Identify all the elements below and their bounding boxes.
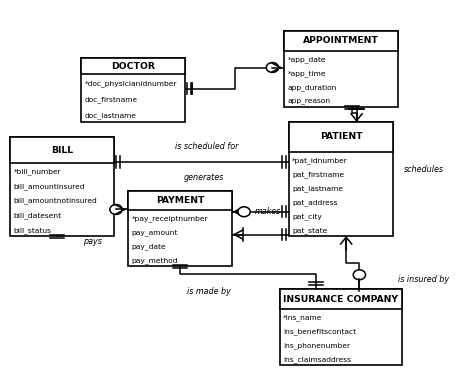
Text: pat_address: pat_address [292,199,338,206]
Text: DOCTOR: DOCTOR [111,61,155,70]
Text: doc_firstname: doc_firstname [84,96,137,103]
Bar [10,138,114,163]
Circle shape [353,270,365,280]
Text: *app_time: *app_time [288,70,326,77]
Text: makes: makes [255,207,281,216]
Bar [289,122,393,152]
Circle shape [238,207,250,217]
Text: PATIENT: PATIENT [319,133,362,141]
Text: pat_lastname: pat_lastname [292,185,343,192]
Text: *bill_number: *bill_number [13,168,61,175]
Text: APPOINTMENT: APPOINTMENT [303,37,379,45]
Text: pat_city: pat_city [292,213,322,220]
Bar [280,289,402,309]
Text: *pat_idnumber: *pat_idnumber [292,157,348,163]
Bar [81,58,185,74]
Bar [284,31,398,51]
Bar [10,138,114,236]
Text: is insured by: is insured by [398,275,449,284]
Bar [289,122,393,236]
Text: schedules: schedules [404,165,444,174]
Bar [81,58,185,122]
Text: bill_datesent: bill_datesent [13,212,62,219]
Text: doc_lastname: doc_lastname [84,112,137,119]
Bar [284,31,398,107]
Text: pay_date: pay_date [132,243,166,250]
Text: ins_phonenumber: ins_phonenumber [283,342,350,349]
Text: PAYMENT: PAYMENT [156,196,205,205]
Text: pat_state: pat_state [292,227,328,234]
Text: is scheduled for: is scheduled for [174,142,238,151]
Bar [128,190,232,266]
Text: is made by: is made by [187,287,230,296]
Text: INSURANCE COMPANY: INSURANCE COMPANY [283,295,399,304]
Text: *doc_physicianidnumber: *doc_physicianidnumber [84,81,177,87]
Text: *app_date: *app_date [288,56,326,62]
Text: pay_method: pay_method [132,258,178,264]
Text: generates: generates [184,173,224,182]
Text: pay_amount: pay_amount [132,229,178,236]
Text: pat_firstname: pat_firstname [292,171,345,178]
Text: *pay_receiptnumber: *pay_receiptnumber [132,215,208,222]
Circle shape [110,205,122,215]
Text: bill_amountnotinsured: bill_amountnotinsured [13,198,97,204]
Text: ins_claimsaddress: ins_claimsaddress [283,356,351,363]
Text: app_reason: app_reason [288,98,331,104]
Text: app_duration: app_duration [288,84,337,91]
Bar [128,190,232,210]
Text: BILL: BILL [51,146,73,155]
Circle shape [266,62,279,72]
Text: ins_benefitscontact: ins_benefitscontact [283,328,356,335]
Bar [280,289,402,365]
Text: bill_status: bill_status [13,227,52,234]
Text: bill_amountinsured: bill_amountinsured [13,183,85,190]
Text: pays: pays [83,237,102,246]
Text: *ins_name: *ins_name [283,314,322,321]
